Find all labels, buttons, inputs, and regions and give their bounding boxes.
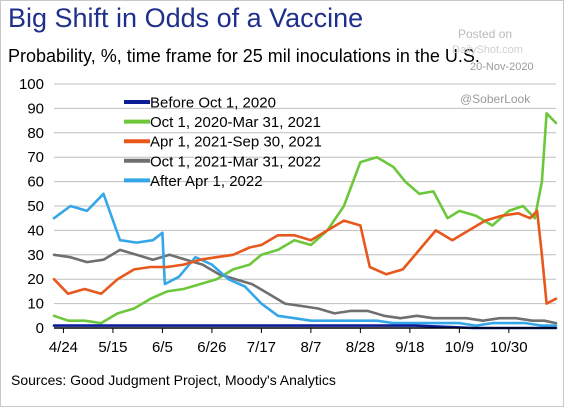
legend-label: After Apr 1, 2022 bbox=[150, 173, 263, 190]
series-lines bbox=[52, 112, 558, 330]
watermark-date: 20-Nov-2020 bbox=[470, 61, 534, 73]
legend-label: Oct 1, 2020-Mar 31, 2021 bbox=[150, 114, 321, 131]
x-tick-label: 8/28 bbox=[346, 339, 375, 356]
watermark-handle: @SoberLook bbox=[460, 92, 531, 106]
x-tick-label: 7/17 bbox=[247, 339, 276, 356]
x-tick-label: 10/30 bbox=[490, 339, 528, 356]
y-tick-label: 0 bbox=[36, 320, 44, 337]
x-tick-label: 6/5 bbox=[152, 339, 173, 356]
x-tick-label: 6/26 bbox=[197, 339, 226, 356]
y-tick-label: 100 bbox=[19, 76, 44, 93]
y-tick-label: 20 bbox=[27, 271, 44, 288]
series-line-2 bbox=[52, 209, 558, 305]
x-tick-label: 10/9 bbox=[445, 339, 474, 356]
y-tick-label: 50 bbox=[27, 198, 44, 215]
y-tick-label: 10 bbox=[27, 296, 44, 313]
y-tick-label: 80 bbox=[27, 125, 44, 142]
series-line-4 bbox=[52, 192, 558, 327]
source-note: Sources: Good Judgment Project, Moody's … bbox=[11, 372, 336, 388]
x-tick-label: 5/15 bbox=[98, 339, 127, 356]
gridlines bbox=[54, 83, 556, 305]
y-tick-label: 90 bbox=[27, 100, 44, 117]
chart-subtitle: Probability, %, time frame for 25 mil in… bbox=[8, 46, 480, 66]
x-tick-label: 4/24 bbox=[49, 339, 78, 356]
legend: Before Oct 1, 2020 Oct 1, 2020-Mar 31, 20… bbox=[124, 95, 322, 190]
watermark-posted: Posted on bbox=[458, 27, 513, 41]
legend-label: Oct 1, 2021-Mar 31, 2022 bbox=[150, 153, 321, 170]
y-tick-label: 60 bbox=[27, 174, 44, 191]
x-tick-label: 8/7 bbox=[300, 339, 321, 356]
chart-title: Big Shift in Odds of a Vaccine bbox=[8, 3, 364, 33]
series-line-3 bbox=[52, 248, 558, 325]
legend-label: Before Oct 1, 2020 bbox=[150, 95, 276, 112]
y-tick-label: 70 bbox=[27, 149, 44, 166]
y-tick-label: 30 bbox=[27, 247, 44, 264]
legend-label: Apr 1, 2021-Sep 30, 2021 bbox=[150, 134, 322, 151]
y-tick-label: 40 bbox=[27, 222, 44, 239]
axes: 0 10 20 30 40 50 60 70 80 90 100 4/24 5/15 6/5 6/26 7/1… bbox=[19, 76, 556, 356]
watermark-site: DailyShot.com bbox=[452, 44, 523, 56]
x-tick-label: 9/18 bbox=[395, 339, 424, 356]
